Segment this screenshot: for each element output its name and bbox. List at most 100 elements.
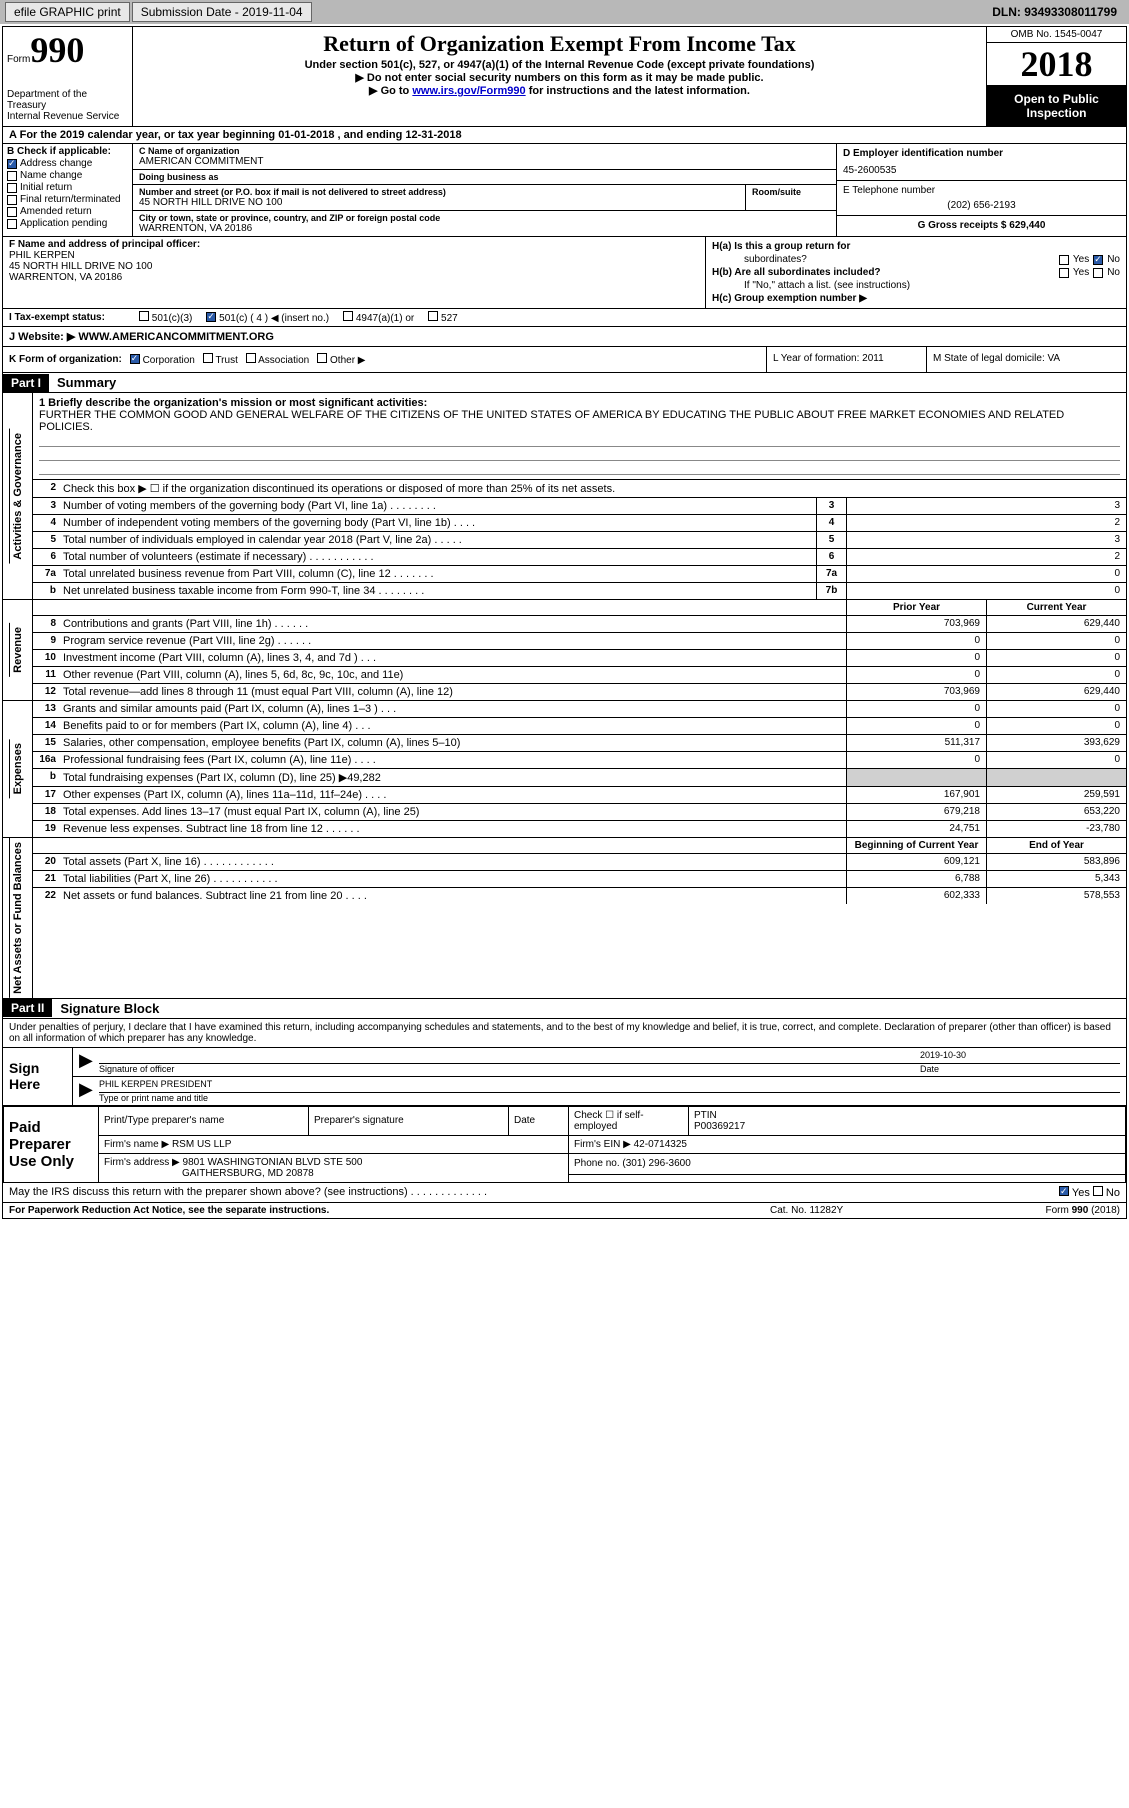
hb-label: H(b) Are all subordinates included? [712,267,881,278]
mission-text: FURTHER THE COMMON GOOD AND GENERAL WELF… [39,409,1120,433]
form-org-label: K Form of organization: [9,354,122,365]
ha-label: H(a) Is this a group return for [712,241,850,252]
footer-catno: Cat. No. 11282Y [770,1205,970,1216]
form990-link[interactable]: www.irs.gov/Form990 [412,85,525,97]
checkbox-name-change[interactable] [7,171,17,181]
city-value: WARRENTON, VA 20186 [139,223,830,234]
org-name: AMERICAN COMMITMENT [139,156,830,167]
signature-intro: Under penalties of perjury, I declare th… [3,1019,1126,1048]
hdr-current-year: Current Year [986,600,1126,615]
prep-date-hdr: Date [509,1106,569,1135]
hb-no[interactable] [1093,268,1103,278]
officer-label: F Name and address of principal officer: [9,239,699,250]
hdr-prior-year: Prior Year [846,600,986,615]
phone-label: E Telephone number [843,185,1120,196]
chk-501c3[interactable] [139,311,149,321]
net-lines-22: 22Net assets or fund balances. Subtract … [33,888,1126,904]
firm-addr1: 9801 WASHINGTONIAN BLVD STE 500 [183,1157,363,1168]
chk-other[interactable] [317,353,327,363]
chk-501c[interactable] [206,312,216,322]
gov-line-2: 2Check this box ▶ ☐ if the organization … [33,480,1126,498]
vert-revenue: Revenue [9,623,26,677]
submission-date-label: Submission Date - 2019-11-04 [132,2,312,22]
exp-lines-17: 17Other expenses (Part IX, column (A), l… [33,787,1126,804]
dba-label: Doing business as [139,172,830,182]
rev-lines-11: 11Other revenue (Part VIII, column (A), … [33,667,1126,684]
ptin-label: PTIN [694,1110,717,1121]
ha-sub: subordinates? [744,254,807,265]
tax-statusemplabel: I Tax-exempt status: [9,312,139,323]
year-formation: L Year of formation: 2011 [766,347,926,372]
hdr-end-year: End of Year [986,838,1126,853]
rev-lines-8: 8Contributions and grants (Part VIII, li… [33,616,1126,633]
exp-lines-18: 18Total expenses. Add lines 13–17 (must … [33,804,1126,821]
part-2-header: Part II [3,999,52,1017]
website-url: WWW.AMERICANCOMMITMENT.ORG [78,331,274,343]
sig-officer-label: Signature of officer [99,1064,920,1074]
main-title: Return of Organization Exempt From Incom… [141,31,978,57]
gov-line-5: 5Total number of individuals employed in… [33,532,1126,549]
exp-lines-16a: 16aProfessional fundraising fees (Part I… [33,752,1126,769]
chk-527[interactable] [428,311,438,321]
officer-addr1: 45 NORTH HILL DRIVE NO 100 [9,261,699,272]
row-a-tax-year: A For the 2019 calendar year, or tax yea… [3,127,1126,144]
ein-label: D Employer identification number [843,148,1120,159]
firm-addr2: GAITHERSBURG, MD 20878 [182,1168,314,1179]
open-inspection-label: Open to Public Inspection [987,86,1126,126]
street-value: 45 NORTH HILL DRIVE NO 100 [139,197,739,208]
prep-self-emp: Check ☐ if self-employed [569,1106,689,1135]
state-domicile: M State of legal domicile: VA [926,347,1126,372]
gov-line-b: bNet unrelated business taxable income f… [33,583,1126,599]
part-1-header: Part I [3,374,49,392]
dept-label: Department of the Treasury Internal Reve… [7,89,128,122]
checkbox-application-pending[interactable] [7,219,17,229]
checkbox-address-change[interactable] [7,159,17,169]
chk-trust[interactable] [203,353,213,363]
exp-lines-14: 14Benefits paid to or for members (Part … [33,718,1126,735]
paid-preparer-label: Paid Preparer Use Only [4,1106,99,1182]
discuss-question: May the IRS discuss this return with the… [9,1186,487,1198]
preparer-table: Paid Preparer Use Only Print/Type prepar… [3,1106,1126,1183]
subtitle-3-pre: ▶ Go to [369,85,412,97]
ha-yes[interactable] [1059,255,1069,265]
vert-expenses: Expenses [9,739,26,798]
vert-governance: Activities & Governance [9,429,26,564]
suite-label: Room/suite [752,187,830,197]
chk-4947[interactable] [343,311,353,321]
hc-label: H(c) Group exemption number ▶ [712,293,1120,304]
officer-name: PHIL KERPEN [9,250,699,261]
efile-print-button[interactable]: efile GRAPHIC print [5,2,130,22]
rev-lines-10: 10Investment income (Part VIII, column (… [33,650,1126,667]
hb-note: If "No," attach a list. (see instruction… [744,280,1120,291]
ha-no[interactable] [1093,255,1103,265]
prep-sig-hdr: Preparer's signature [309,1106,509,1135]
exp-lines-15: 15Salaries, other compensation, employee… [33,735,1126,752]
form-label: Form [7,54,30,65]
gov-line-7a: 7aTotal unrelated business revenue from … [33,566,1126,583]
form-container: Form 990 Department of the Treasury Inte… [2,26,1127,1219]
tax-year: 2018 [987,43,1126,86]
subtitle-3-post: for instructions and the latest informat… [526,85,750,97]
sig-name-label: Type or print name and title [99,1093,1120,1103]
rev-lines-9: 9Program service revenue (Part VIII, lin… [33,633,1126,650]
vert-net-assets: Net Assets or Fund Balances [9,838,26,998]
discuss-yes[interactable] [1059,1186,1069,1196]
dln-label: DLN: 93493308011799 [984,3,1125,21]
arrow-icon: ▶ [79,1050,99,1074]
checkbox-initial-return[interactable] [7,183,17,193]
subtitle-2: ▶ Do not enter social security numbers o… [141,71,978,84]
checkbox-amended[interactable] [7,207,17,217]
exp-lines-b: bTotal fundraising expenses (Part IX, co… [33,769,1126,787]
firm-ein-label: Firm's EIN ▶ [574,1139,631,1150]
sig-date-label: Date [920,1064,1120,1074]
exp-lines-13: 13Grants and similar amounts paid (Part … [33,701,1126,718]
officer-addr2: WARRENTON, VA 20186 [9,272,699,283]
discuss-no[interactable] [1093,1186,1103,1196]
chk-assoc[interactable] [246,353,256,363]
gross-receipts: G Gross receipts $ 629,440 [837,216,1126,235]
form-header: Form 990 Department of the Treasury Inte… [3,27,1126,127]
hb-yes[interactable] [1059,268,1069,278]
sign-here-label: Sign Here [3,1048,73,1105]
checkbox-final-return[interactable] [7,195,17,205]
chk-corp[interactable] [130,354,140,364]
